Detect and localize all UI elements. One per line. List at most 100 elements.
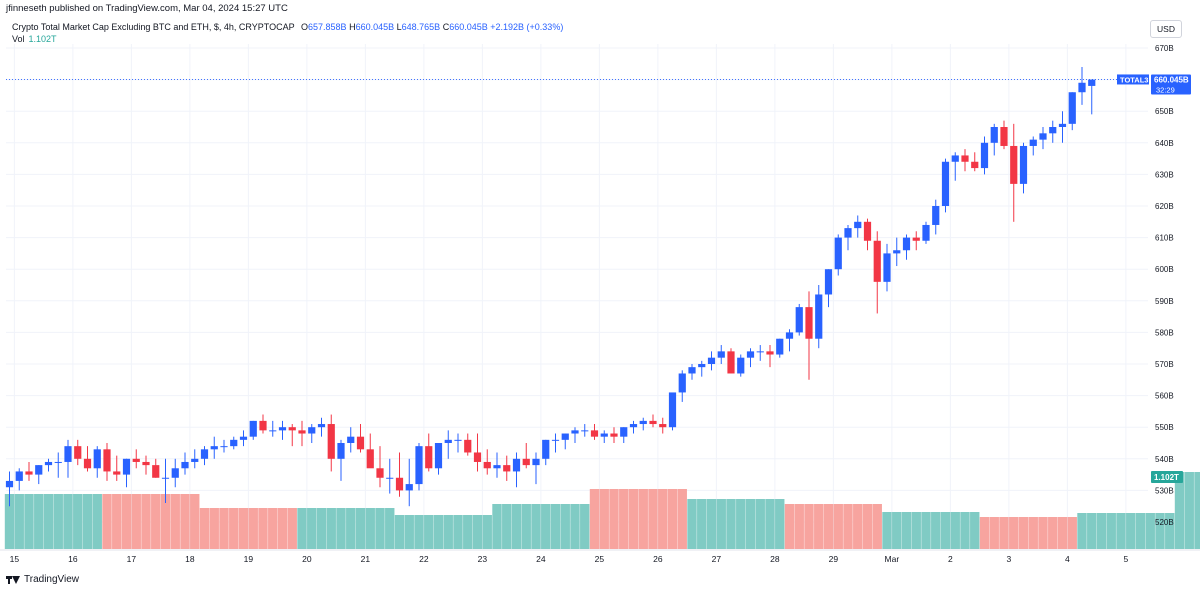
- candle: [961, 149, 969, 172]
- candle-body: [356, 436, 365, 450]
- price-tick-label: 670B: [1155, 44, 1174, 53]
- candle-body: [1029, 139, 1037, 146]
- candle-body: [824, 269, 833, 295]
- candle-body: [1019, 145, 1028, 184]
- volume-bar: [502, 504, 512, 549]
- volume-bar: [872, 504, 882, 549]
- candle-body: [746, 351, 755, 358]
- candle: [766, 345, 774, 368]
- volume-bar: [1096, 513, 1107, 549]
- tradingview-logo-icon: [6, 575, 20, 584]
- volume-bar: [648, 489, 658, 549]
- candle: [912, 231, 920, 251]
- candle-body: [473, 452, 482, 462]
- candle: [649, 414, 657, 428]
- candle: [620, 427, 628, 443]
- candle: [464, 433, 472, 456]
- volume-bar: [950, 512, 960, 549]
- currency-button[interactable]: USD: [1150, 20, 1182, 38]
- candle-body: [1078, 82, 1086, 93]
- candle-body: [785, 332, 794, 339]
- volume-bar: [892, 512, 902, 549]
- candle-body: [54, 461, 62, 463]
- candle-body: [200, 449, 209, 459]
- volume-bar: [190, 494, 200, 549]
- candle-body: [990, 127, 998, 143]
- candle-body: [971, 161, 979, 169]
- candle: [1068, 92, 1076, 131]
- candle: [707, 351, 716, 371]
- candle: [659, 417, 667, 434]
- candlesticks: [5, 66, 1096, 507]
- last-price-label: 660.045B: [1154, 75, 1189, 84]
- volume-bar: [989, 517, 999, 549]
- candle-body: [239, 436, 248, 440]
- candle-body: [581, 430, 589, 432]
- volume-bar: [433, 515, 444, 549]
- volume-bar: [453, 515, 463, 549]
- candle: [161, 458, 170, 504]
- candle-body: [454, 439, 462, 441]
- candle-body: [912, 237, 920, 241]
- time-tick-label: 26: [653, 554, 663, 564]
- price-tick-label: 530B: [1155, 486, 1174, 495]
- volume-bar: [209, 508, 219, 549]
- candle-body: [639, 420, 647, 425]
- candle-body: [483, 461, 491, 469]
- volume-bar: [580, 504, 590, 549]
- volume-bar: [706, 499, 717, 549]
- candle: [386, 458, 394, 494]
- candle-body: [93, 449, 101, 469]
- candle: [103, 443, 111, 481]
- candle-body: [717, 351, 725, 358]
- tradingview-footer[interactable]: TradingView: [6, 574, 79, 585]
- candle: [1039, 127, 1047, 150]
- volume-bar: [375, 508, 385, 549]
- candle: [44, 458, 53, 472]
- candle-body: [610, 433, 618, 437]
- time-axis[interactable]: 15 16 17 18 19 20 21 22 23 24 25 26 27 28 29 Mar 2 3 4 5: [0, 549, 1200, 564]
- last-price-tag: [1151, 74, 1191, 95]
- candle-body: [347, 436, 355, 443]
- candle-body: [278, 427, 287, 431]
- volume-bar: [24, 494, 34, 549]
- candle: [288, 424, 296, 447]
- symbol-tag-label: TOTAL3: [1120, 75, 1148, 84]
- candle: [571, 427, 579, 443]
- candle: [639, 417, 647, 431]
- time-tick-label: 15: [10, 554, 20, 564]
- time-tick-label: 20: [302, 554, 312, 564]
- candle: [132, 449, 140, 469]
- volume-bar: [1057, 517, 1068, 549]
- candle: [854, 215, 862, 238]
- volume-bar: [4, 494, 15, 549]
- price-tick-label: 620B: [1155, 202, 1174, 211]
- volume-bar: [307, 508, 317, 549]
- candle: [971, 152, 979, 172]
- volume-bar: [394, 515, 405, 549]
- volume-bar: [599, 489, 609, 549]
- candle-body: [698, 364, 706, 368]
- volume-bar: [999, 517, 1009, 549]
- volume-bar: [560, 504, 570, 549]
- candle: [200, 446, 209, 466]
- volume-bar: [414, 515, 424, 549]
- volume-bar: [979, 517, 990, 549]
- candle-body: [1039, 133, 1047, 140]
- time-tick-label: 4: [1065, 554, 1070, 564]
- volume-bar: [160, 494, 171, 549]
- candle: [93, 446, 101, 478]
- candle: [25, 461, 33, 481]
- candle: [366, 433, 374, 469]
- candle-body: [288, 427, 296, 431]
- volume-bar: [1184, 472, 1194, 549]
- volume-bar: [443, 515, 453, 549]
- volume-bar: [784, 504, 795, 549]
- volume-bar: [697, 499, 707, 549]
- volume-bar: [1116, 513, 1126, 549]
- volume-bar: [326, 508, 336, 549]
- volume-bar: [34, 494, 44, 549]
- candle-body: [1068, 92, 1076, 124]
- price-axis[interactable]: 520B 530B 540B 550B 560B 570B 580B 590B 600B 610B…: [1117, 44, 1191, 527]
